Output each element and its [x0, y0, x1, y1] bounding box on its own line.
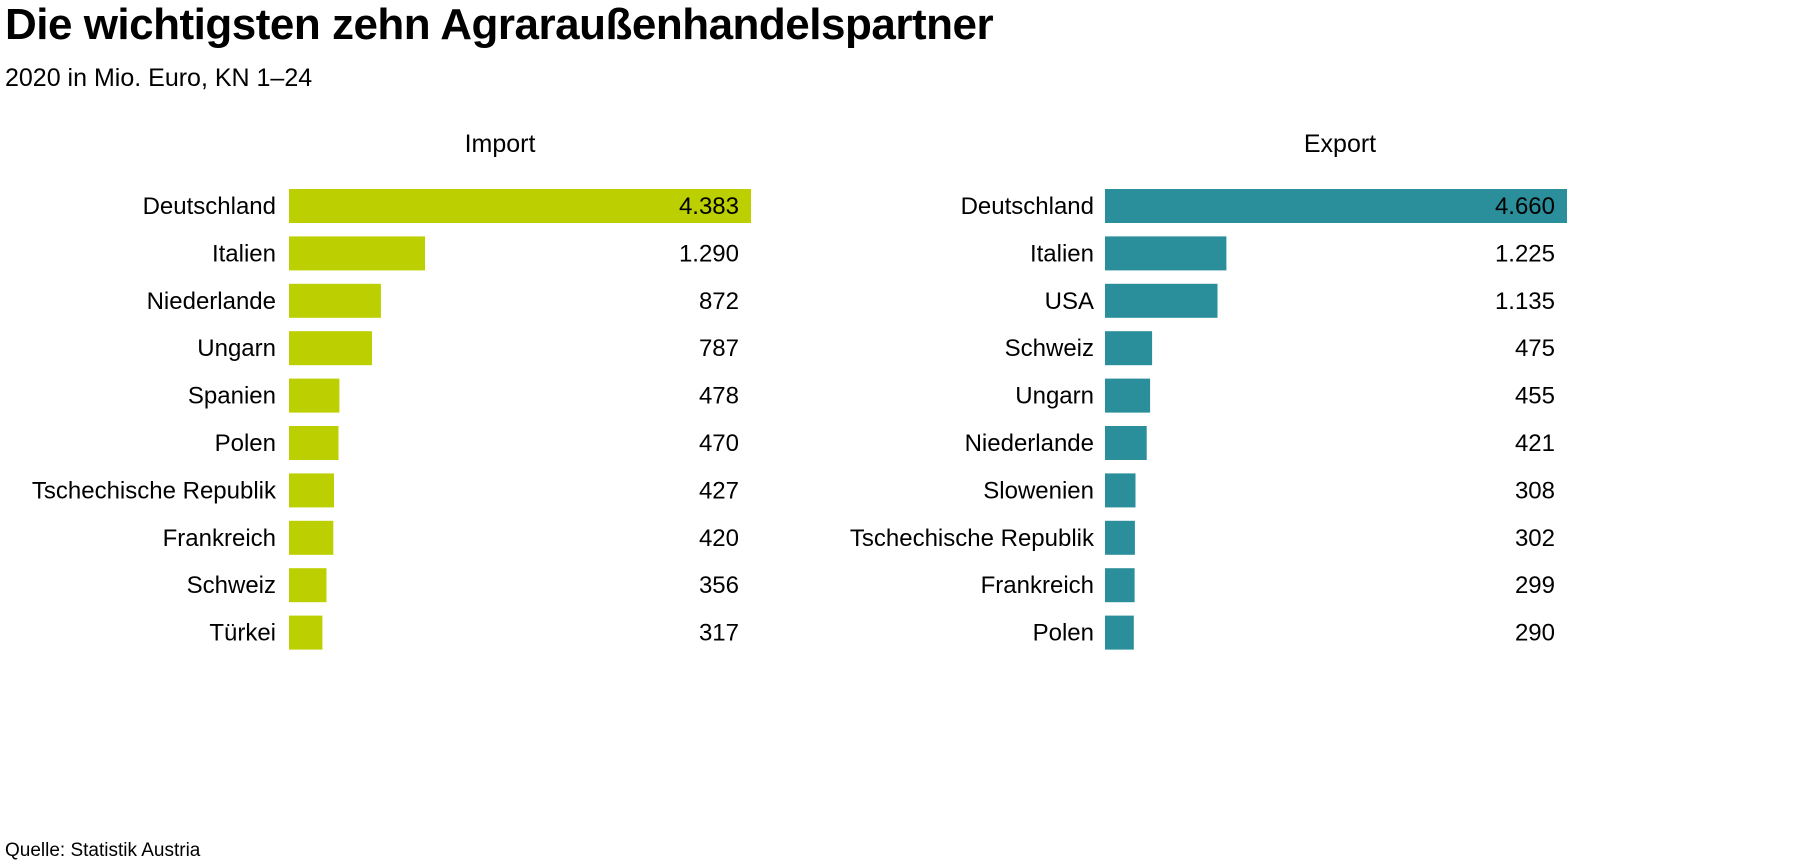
export-value-label: 4.660: [1495, 193, 1555, 220]
export-value-label: 299: [1515, 572, 1555, 599]
export-bar: [1105, 615, 1134, 650]
export-category-label: Tschechische Republik: [850, 525, 1095, 552]
import-category-label: Tschechische Republik: [32, 477, 277, 504]
chart-title: Die wichtigsten zehn Agraraußenhandelspa…: [5, 0, 994, 49]
export-bar: [1105, 236, 1227, 271]
export-bar: [1105, 473, 1136, 508]
export-category-label: Ungarn: [1015, 383, 1094, 410]
import-value-label: 420: [699, 525, 739, 552]
export-category-label: Italien: [1030, 240, 1094, 267]
export-value-label: 1.225: [1495, 240, 1555, 267]
import-category-label: Spanien: [188, 383, 276, 410]
export-panel-title: Export: [1304, 130, 1376, 158]
import-category-label: Niederlande: [147, 288, 276, 315]
export-bar: [1105, 378, 1151, 413]
chart-subtitle: 2020 in Mio. Euro, KN 1–24: [5, 64, 313, 92]
export-bar: [1105, 189, 1567, 223]
export-value-label: 475: [1515, 335, 1555, 362]
export-bar: [1105, 520, 1135, 555]
export-category-label: Schweiz: [1005, 335, 1094, 362]
import-value-label: 1.290: [679, 240, 739, 267]
export-bar: [1105, 283, 1218, 318]
import-category-label: Ungarn: [197, 335, 276, 362]
import-category-label: Italien: [212, 240, 276, 267]
export-category-label: Polen: [1033, 620, 1094, 647]
import-value-label: 427: [699, 477, 739, 504]
source-note: Quelle: Statistik Austria: [5, 840, 201, 861]
import-bar: [289, 331, 372, 366]
import-bar: [289, 378, 340, 413]
export-bar: [1105, 568, 1135, 603]
import-value-label: 470: [699, 430, 739, 457]
import-bar: [289, 568, 327, 603]
import-bar: [289, 615, 323, 650]
import-bar: [289, 426, 339, 460]
export-value-label: 308: [1515, 477, 1555, 504]
import-category-label: Türkei: [209, 620, 276, 647]
export-category-label: USA: [1045, 288, 1094, 315]
import-bar: [289, 236, 425, 271]
import-category-label: Polen: [215, 430, 276, 457]
import-value-label: 478: [699, 383, 739, 410]
import-bar: [289, 283, 381, 318]
export-bar: [1105, 331, 1153, 366]
import-category-label: Deutschland: [143, 193, 276, 220]
export-bar: [1105, 426, 1147, 460]
export-value-label: 455: [1515, 383, 1555, 410]
import-bar: [289, 189, 751, 223]
export-value-label: 1.135: [1495, 288, 1555, 315]
import-value-label: 356: [699, 572, 739, 599]
import-category-label: Schweiz: [187, 572, 276, 599]
import-value-label: 4.383: [679, 193, 739, 220]
export-category-label: Niederlande: [965, 430, 1094, 457]
import-value-label: 872: [699, 288, 739, 315]
import-bar: [289, 520, 334, 555]
import-category-label: Frankreich: [163, 525, 276, 552]
import-bar: [289, 473, 334, 508]
export-value-label: 290: [1515, 620, 1555, 647]
export-category-label: Slowenien: [983, 477, 1094, 504]
import-value-label: 787: [699, 335, 739, 362]
import-value-label: 317: [699, 620, 739, 647]
export-category-label: Deutschland: [961, 193, 1094, 220]
export-category-label: Frankreich: [981, 572, 1094, 599]
export-value-label: 302: [1515, 525, 1555, 552]
export-value-label: 421: [1515, 430, 1555, 457]
import-panel-title: Import: [465, 130, 536, 158]
